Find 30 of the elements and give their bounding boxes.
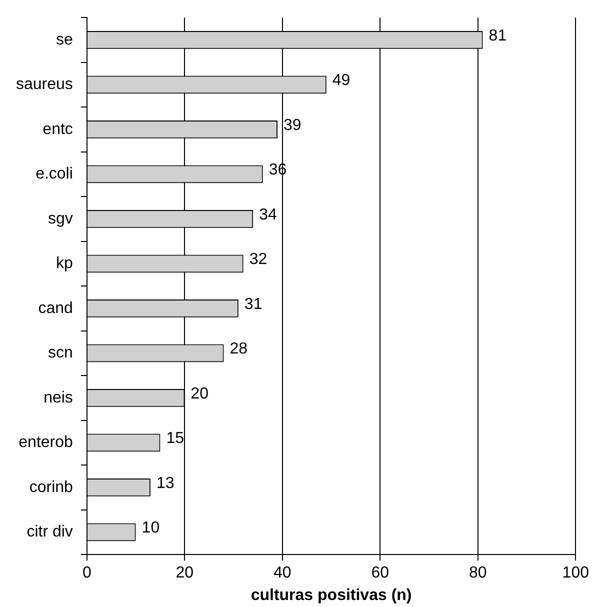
- y-tick-label: cand: [38, 300, 73, 317]
- data-label: 28: [230, 340, 248, 358]
- data-label: 49: [332, 72, 350, 90]
- data-label: 20: [190, 385, 209, 402]
- x-tick-label: 0: [82, 564, 92, 582]
- y-tick-label: saureus: [16, 76, 73, 94]
- x-tick-label: 100: [562, 564, 590, 582]
- data-label: 39: [284, 116, 302, 134]
- data-label: 32: [249, 251, 268, 268]
- y-tick-label: neis: [44, 389, 73, 406]
- y-tick-label: e.coli: [36, 166, 73, 183]
- y-tick-label: sgv: [48, 210, 73, 228]
- x-tick-label: 80: [469, 564, 487, 582]
- y-tick-label: scn: [48, 344, 73, 362]
- data-label: 34: [259, 206, 277, 224]
- y-tick-label: enterob: [18, 434, 74, 452]
- y-tick-label: kp: [56, 255, 74, 272]
- x-tick-label: 40: [274, 564, 292, 582]
- y-tick-label: citr div: [26, 524, 73, 541]
- y-tick-label: entc: [42, 120, 73, 138]
- y-tick-label: se: [56, 31, 74, 48]
- data-label: 15: [166, 430, 184, 448]
- data-label: 31: [244, 296, 262, 313]
- x-tick-label: 60: [371, 564, 390, 582]
- data-label: 81: [488, 27, 507, 44]
- x-tick-label: 20: [176, 564, 194, 582]
- data-label: 13: [156, 474, 174, 492]
- data-label: 10: [142, 520, 160, 537]
- y-tick-label: corinb: [29, 478, 74, 496]
- x-axis-title: culturas positivas (n): [250, 586, 412, 604]
